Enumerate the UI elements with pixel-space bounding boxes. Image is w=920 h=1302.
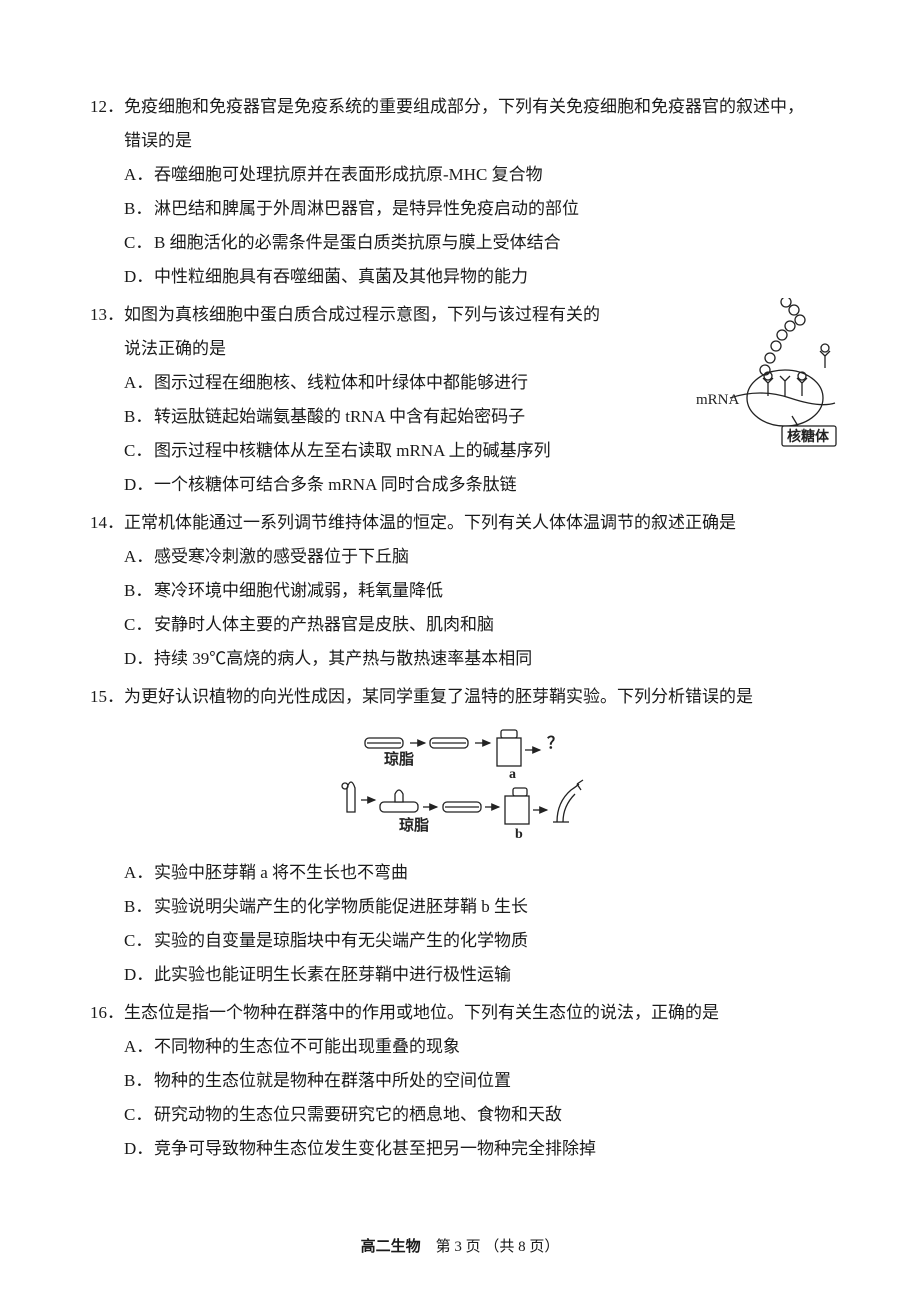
options-list: A．实验中胚芽鞘 a 将不生长也不弯曲 B．实验说明尖端产生的化学物质能促进胚芽…: [124, 856, 840, 992]
question-stem: 14． 正常机体能通过一系列调节维持体温的恒定。下列有关人体体温调节的叙述正确是: [90, 506, 840, 540]
option-text: 寒冷环境中细胞代谢减弱，耗氧量降低: [154, 574, 840, 608]
mrna-label: mRNA: [696, 392, 740, 408]
option-a: A．不同物种的生态位不可能出现重叠的现象: [124, 1030, 840, 1064]
question-text: 生态位是指一个物种在群落中的作用或地位。下列有关生态位的说法，正确的是: [124, 996, 840, 1030]
option-d: D．此实验也能证明生长素在胚芽鞘中进行极性运输: [124, 958, 840, 992]
option-label: B．: [124, 1064, 154, 1098]
option-c: C．B 细胞活化的必需条件是蛋白质类抗原与膜上受体结合: [124, 226, 840, 260]
question-stem: 15． 为更好认识植物的向光性成因，某同学重复了温特的胚芽鞘实验。下列分析错误的…: [90, 680, 840, 714]
footer-total: （共 8 页）: [484, 1239, 559, 1255]
option-label: C．: [124, 1098, 154, 1132]
coleoptile-experiment-diagram: 琼脂 a ？ 琼脂 b: [325, 720, 605, 850]
question-stem: 16． 生态位是指一个物种在群落中的作用或地位。下列有关生态位的说法，正确的是: [90, 996, 840, 1030]
question-number: 16．: [90, 996, 124, 1030]
option-label: D．: [124, 958, 154, 992]
option-label: C．: [124, 226, 154, 260]
option-text: 研究动物的生态位只需要研究它的栖息地、食物和天敌: [154, 1098, 840, 1132]
question-12: 12． 免疫细胞和免疫器官是免疫系统的重要组成部分，下列有关免疫细胞和免疫器官的…: [90, 90, 840, 294]
option-label: D．: [124, 642, 154, 676]
agar-label-top: 琼脂: [384, 750, 414, 768]
option-label: A．: [124, 540, 154, 574]
options-list: A．吞噬细胞可处理抗原并在表面形成抗原-MHC 复合物 B．淋巴结和脾属于外周淋…: [124, 158, 840, 294]
option-label: B．: [124, 890, 154, 924]
option-text: 持续 39℃高烧的病人，其产热与散热速率基本相同: [154, 642, 840, 676]
option-text: 竞争可导致物种生态位发生变化甚至把另一物种完全排除掉: [154, 1132, 840, 1166]
option-label: B．: [124, 192, 154, 226]
question-14: 14． 正常机体能通过一系列调节维持体温的恒定。下列有关人体体温调节的叙述正确是…: [90, 506, 840, 676]
footer-page: 第 3 页: [436, 1239, 481, 1255]
ribosome-label: 核糖体: [787, 428, 830, 445]
question-text: 为更好认识植物的向光性成因，某同学重复了温特的胚芽鞘实验。下列分析错误的是: [124, 680, 840, 714]
question-number: 12．: [90, 90, 124, 124]
option-text: 不同物种的生态位不可能出现重叠的现象: [154, 1030, 840, 1064]
question-text: 正常机体能通过一系列调节维持体温的恒定。下列有关人体体温调节的叙述正确是: [124, 506, 840, 540]
option-label: A．: [124, 158, 154, 192]
question-text: 免疫细胞和免疫器官是免疫系统的重要组成部分，下列有关免疫细胞和免疫器官的叙述中，: [124, 90, 840, 124]
exam-page: 12． 免疫细胞和免疫器官是免疫系统的重要组成部分，下列有关免疫细胞和免疫器官的…: [0, 0, 920, 1210]
option-text: 物种的生态位就是物种在群落中所处的空间位置: [154, 1064, 840, 1098]
option-text: 此实验也能证明生长素在胚芽鞘中进行极性运输: [154, 958, 840, 992]
option-text: 实验的自变量是琼脂块中有无尖端产生的化学物质: [154, 924, 840, 958]
option-label: C．: [124, 924, 154, 958]
options-list: A．不同物种的生态位不可能出现重叠的现象 B．物种的生态位就是物种在群落中所处的…: [124, 1030, 840, 1166]
question-number: 14．: [90, 506, 124, 540]
option-d: D．一个核糖体可结合多条 mRNA 同时合成多条肽链: [124, 468, 840, 502]
option-d: D．持续 39℃高烧的病人，其产热与散热速率基本相同: [124, 642, 840, 676]
option-label: B．: [124, 400, 154, 434]
b-label: b: [515, 827, 523, 842]
option-b: B．寒冷环境中细胞代谢减弱，耗氧量降低: [124, 574, 840, 608]
option-text: 一个核糖体可结合多条 mRNA 同时合成多条肽链: [154, 468, 840, 502]
option-text: B 细胞活化的必需条件是蛋白质类抗原与膜上受体结合: [154, 226, 840, 260]
option-label: D．: [124, 468, 154, 502]
option-d: D．竞争可导致物种生态位发生变化甚至把另一物种完全排除掉: [124, 1132, 840, 1166]
option-b: B．实验说明尖端产生的化学物质能促进胚芽鞘 b 生长: [124, 890, 840, 924]
option-label: A．: [124, 856, 154, 890]
option-b: B．物种的生态位就是物种在群落中所处的空间位置: [124, 1064, 840, 1098]
option-text: 感受寒冷刺激的感受器位于下丘脑: [154, 540, 840, 574]
option-label: C．: [124, 434, 154, 468]
option-label: D．: [124, 1132, 154, 1166]
option-label: B．: [124, 574, 154, 608]
option-b: B．淋巴结和脾属于外周淋巴器官，是特异性免疫启动的部位: [124, 192, 840, 226]
option-c: C．实验的自变量是琼脂块中有无尖端产生的化学物质: [124, 924, 840, 958]
footer-subject: 高二生物: [361, 1239, 421, 1255]
option-a: A．吞噬细胞可处理抗原并在表面形成抗原-MHC 复合物: [124, 158, 840, 192]
translation-diagram: mRNA 核糖体: [690, 298, 840, 468]
option-label: D．: [124, 260, 154, 294]
question-number: 15．: [90, 680, 124, 714]
option-text: 安静时人体主要的产热器官是皮肤、肌肉和脑: [154, 608, 840, 642]
option-label: A．: [124, 1030, 154, 1064]
option-c: C．安静时人体主要的产热器官是皮肤、肌肉和脑: [124, 608, 840, 642]
option-text: 实验说明尖端产生的化学物质能促进胚芽鞘 b 生长: [154, 890, 840, 924]
question-text-line2: 错误的是: [124, 124, 840, 158]
options-list: A．感受寒冷刺激的感受器位于下丘脑 B．寒冷环境中细胞代谢减弱，耗氧量降低 C．…: [124, 540, 840, 676]
question-stem: 12． 免疫细胞和免疫器官是免疫系统的重要组成部分，下列有关免疫细胞和免疫器官的…: [90, 90, 840, 124]
question-number: 13．: [90, 298, 124, 332]
question-15: 15． 为更好认识植物的向光性成因，某同学重复了温特的胚芽鞘实验。下列分析错误的…: [90, 680, 840, 992]
option-text: 吞噬细胞可处理抗原并在表面形成抗原-MHC 复合物: [154, 158, 840, 192]
option-text: 中性粒细胞具有吞噬细菌、真菌及其他异物的能力: [154, 260, 840, 294]
page-footer: 高二生物 第 3 页 （共 8 页）: [0, 1232, 920, 1262]
a-label: a: [509, 767, 516, 782]
option-text: 实验中胚芽鞘 a 将不生长也不弯曲: [154, 856, 840, 890]
option-label: A．: [124, 366, 154, 400]
option-a: A．感受寒冷刺激的感受器位于下丘脑: [124, 540, 840, 574]
option-label: C．: [124, 608, 154, 642]
question-16: 16． 生态位是指一个物种在群落中的作用或地位。下列有关生态位的说法，正确的是 …: [90, 996, 840, 1166]
question-mark: ？: [547, 735, 563, 752]
agar-label-bottom: 琼脂: [399, 816, 429, 834]
option-d: D．中性粒细胞具有吞噬细菌、真菌及其他异物的能力: [124, 260, 840, 294]
option-c: C．研究动物的生态位只需要研究它的栖息地、食物和天敌: [124, 1098, 840, 1132]
option-a: A．实验中胚芽鞘 a 将不生长也不弯曲: [124, 856, 840, 890]
option-text: 淋巴结和脾属于外周淋巴器官，是特异性免疫启动的部位: [154, 192, 840, 226]
